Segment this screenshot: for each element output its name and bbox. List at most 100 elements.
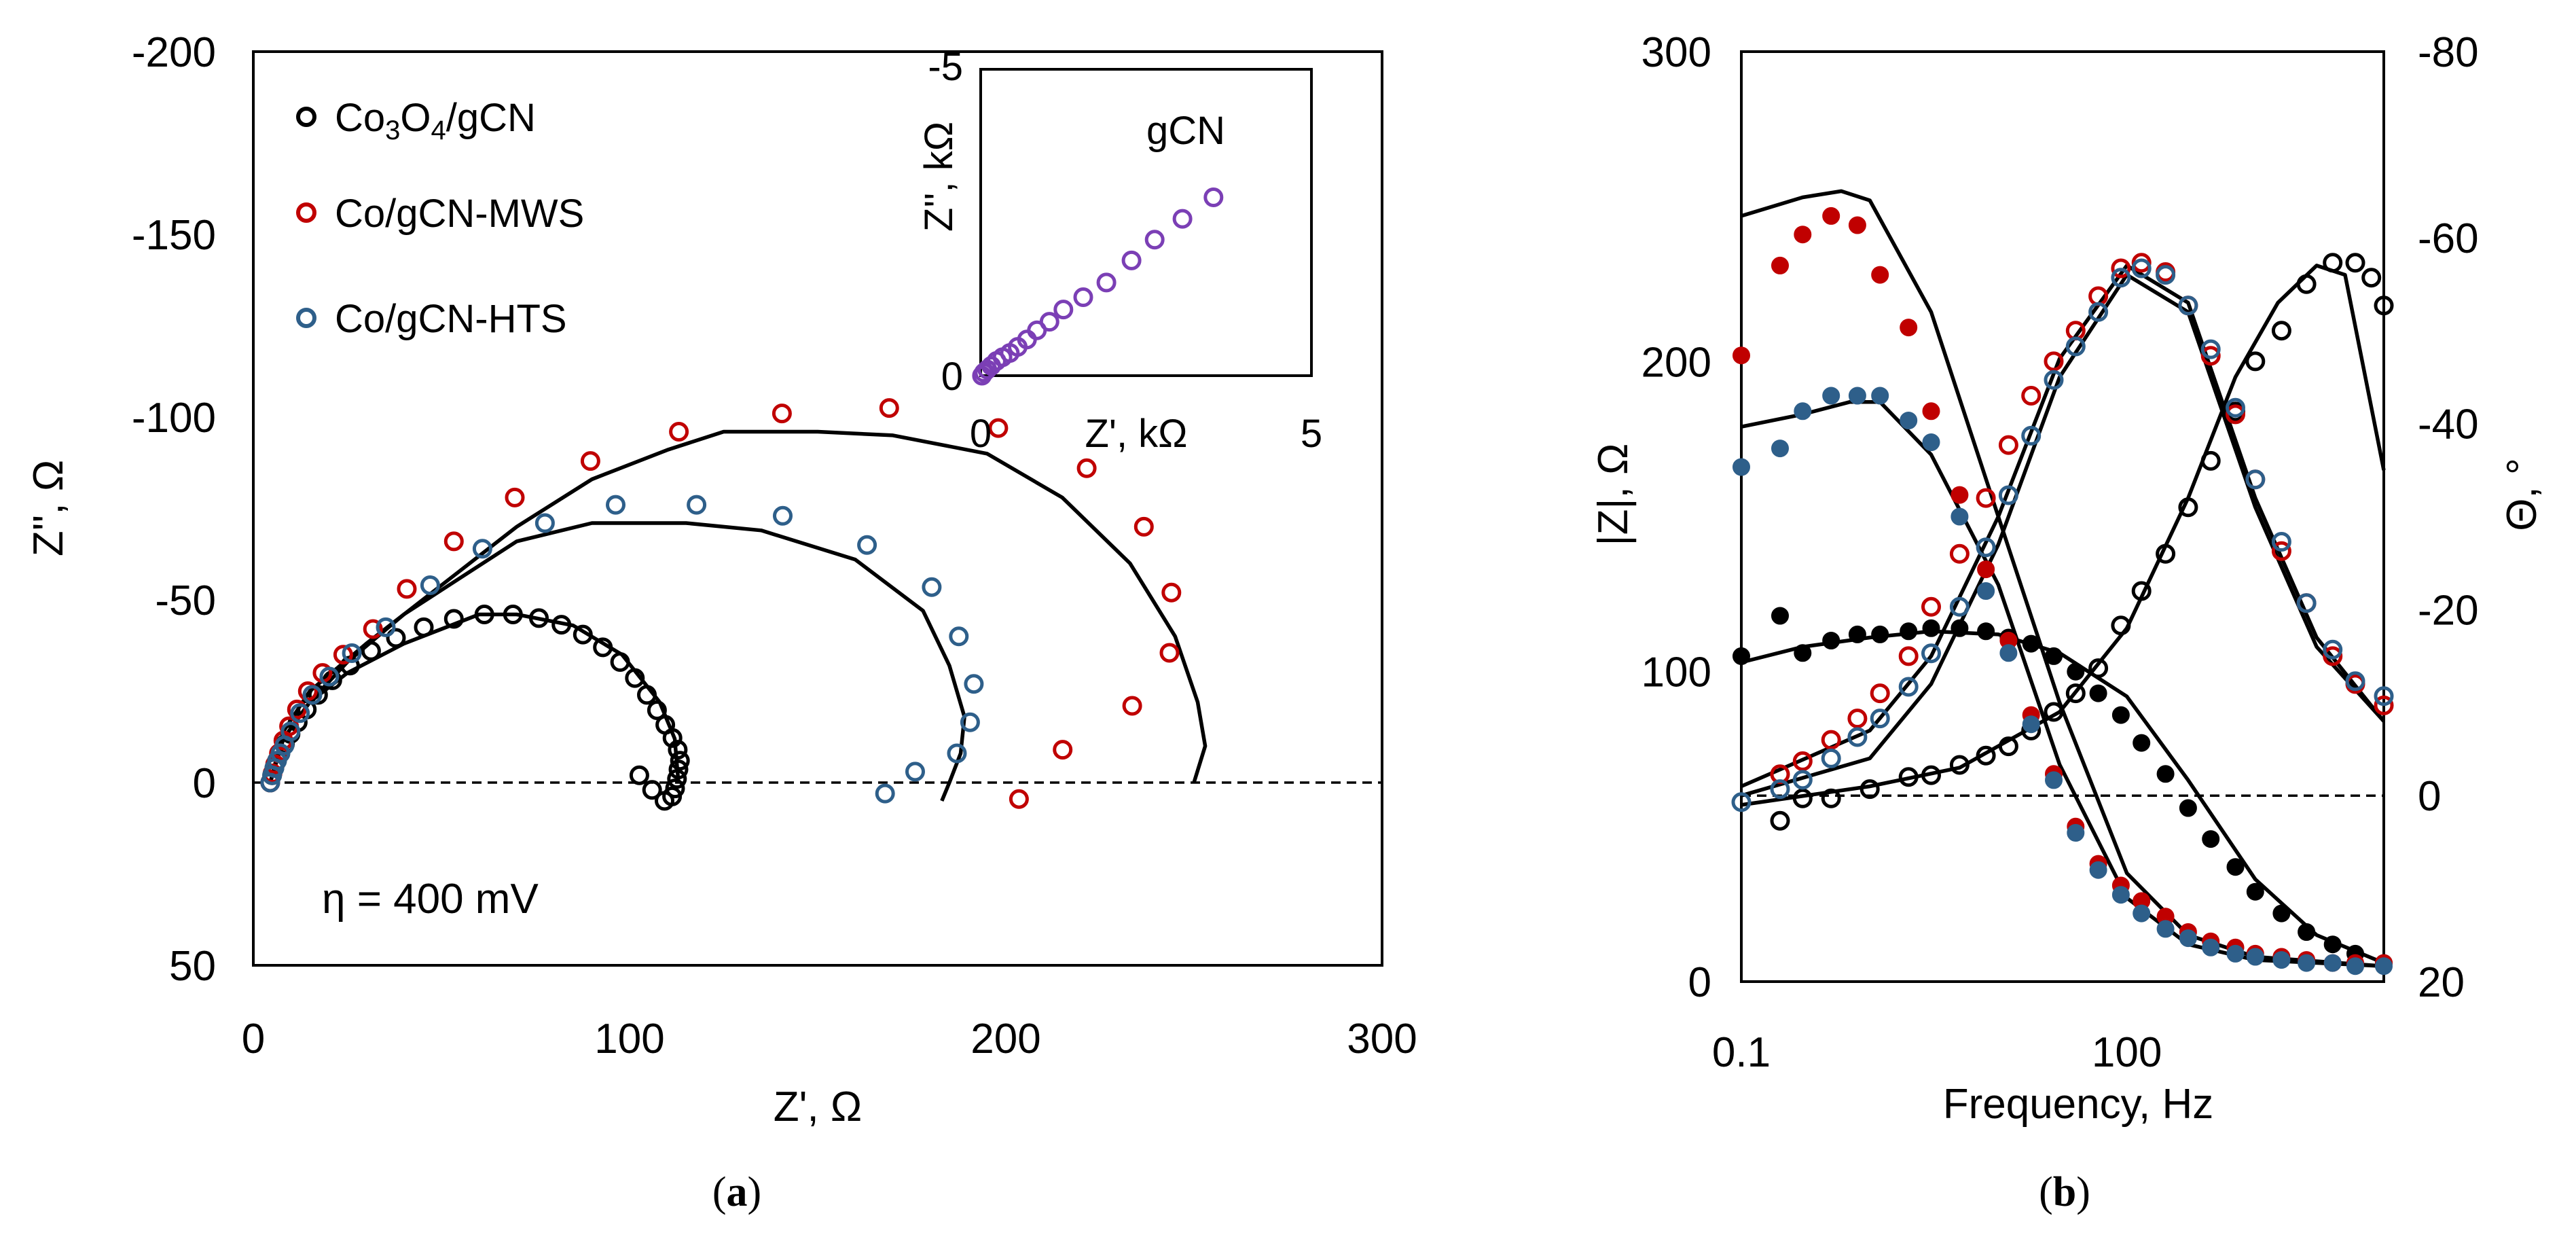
magnitude-point-co3o4-gcn (1794, 644, 1812, 662)
phase-point-co-gcn-hts (2111, 268, 2131, 288)
data-point-co-gcn-mws (580, 451, 600, 471)
data-point-co3o4-gcn (474, 605, 494, 624)
magnitude-point-co-gcn-hts (1733, 458, 1750, 476)
phase-point-co-gcn-hts (2044, 370, 2064, 390)
magnitude-point-co-gcn-mws (1794, 226, 1812, 244)
data-point-co3o4-gcn (573, 624, 593, 645)
phase-point-co3o4-gcn (2111, 615, 2131, 636)
panel-b-x-tick-labels: 0.1 100 (1712, 1029, 2162, 1076)
phase-fit-line-co-gcn-hts (1741, 272, 2386, 798)
magnitude-point-co-gcn-hts (2202, 938, 2220, 956)
data-point-co3o4-gcn (662, 728, 683, 748)
phase-point-co-gcn-hts (2226, 397, 2245, 418)
data-point-co3o4-gcn (625, 668, 645, 688)
inset-y-axis-label: Z'', kΩ (917, 122, 961, 232)
data-point-co3o4-gcn (593, 637, 613, 658)
data-point-co-gcn-mws (879, 398, 899, 418)
magnitude-point-co-gcn-mws (1771, 256, 1789, 274)
data-point-co-gcn-hts (290, 703, 310, 723)
phase-point-co-gcn-hts (1731, 792, 1752, 812)
magnitude-point-co3o4-gcn (1977, 622, 1995, 641)
panel-b-x-axis-label: Frequency, Hz (1943, 1081, 2214, 1128)
magnitude-point-co3o4-gcn (2022, 634, 2040, 653)
panel-b-plot-area (1740, 50, 2385, 983)
phase-point-co-gcn-hts (2345, 671, 2365, 692)
magnitude-point-co-gcn-hts (1900, 412, 1918, 429)
legend-marker-co3o4-gcn (296, 107, 316, 127)
phase-point-co-gcn-hts (2156, 265, 2176, 285)
fit-line-co-gcn-mws (268, 429, 1208, 783)
data-point-co-gcn-hts (947, 743, 967, 764)
phase-point-co-gcn-mws (2111, 258, 2131, 279)
phase-point-co3o4-gcn (1792, 788, 1813, 808)
panel-a-inset-gcn: gCN -5 0 0 5 Z', kΩ Z'', kΩ (917, 45, 1322, 456)
phase-point-co3o4-gcn (1921, 765, 1941, 785)
magnitude-point-co-gcn-hts (1922, 433, 1940, 451)
magnitude-point-co3o4-gcn (1871, 625, 1889, 643)
legend-entry-co-gcn-hts: Co/gCN-HTS (296, 297, 567, 341)
inset-y-tick-label: 0 (941, 355, 963, 399)
data-point-co-gcn-mws (333, 645, 353, 665)
panel-b-right-y-tick-labels: 20 0 -20 -40 -60 -80 (2418, 29, 2479, 1006)
magnitude-point-co3o4-gcn (2179, 799, 2197, 817)
data-point-co-gcn-hts (960, 712, 980, 732)
data-point-co-gcn-hts (302, 685, 323, 705)
x-tick-label: 0.1 (1712, 1029, 1771, 1076)
magnitude-point-co-gcn-hts (1794, 402, 1812, 420)
x-tick-label: 100 (2092, 1029, 2162, 1076)
data-point-co-gcn-mws (1053, 740, 1073, 760)
panel-b-data-points (1731, 207, 2394, 976)
panel-a-fit-lines (268, 429, 1208, 802)
magnitude-point-co-gcn-hts (1871, 387, 1889, 405)
phase-point-co-gcn-hts (2245, 469, 2266, 490)
data-point-co-gcn-mws (505, 487, 525, 507)
y-tick-label: 50 (169, 943, 216, 990)
magnitude-point-co-gcn-hts (1977, 582, 1995, 600)
inset-x-tick-label: 0 (970, 412, 992, 456)
data-point-co-gcn-mws (287, 699, 307, 719)
phase-point-co3o4-gcn (2245, 351, 2266, 372)
data-point-co3o4-gcn (308, 685, 328, 705)
phase-point-co-gcn-hts (2178, 296, 2198, 316)
data-point-co-gcn-hts (534, 513, 555, 533)
phase-point-co3o4-gcn (1821, 788, 1841, 808)
phase-point-co-gcn-hts (1949, 596, 1970, 617)
y-tick-label: 0 (193, 760, 216, 807)
phase-point-co-gcn-hts (2374, 686, 2394, 706)
data-point-co3o4-gcn (667, 769, 687, 789)
phase-point-co-gcn-hts (2200, 339, 2221, 359)
phase-point-co3o4-gcn (1998, 736, 2018, 757)
phase-point-co3o4-gcn (2044, 702, 2064, 722)
data-point-co3o4-gcn (668, 759, 689, 780)
data-point-co3o4-gcn (647, 700, 667, 720)
phase-point-co-gcn-mws (2271, 541, 2291, 561)
phase-point-co-gcn-hts (1847, 727, 1868, 747)
phase-point-co3o4-gcn (2200, 450, 2221, 471)
panel-a-x-axis-label: Z', Ω (774, 1084, 863, 1130)
data-point-co-gcn-mws (363, 619, 383, 639)
data-point-co-gcn-hts (319, 666, 340, 687)
magnitude-point-co-gcn-hts (2298, 954, 2316, 972)
magnitude-point-co-gcn-mws (1871, 266, 1889, 284)
data-point-co-gcn-hts (420, 575, 440, 595)
phase-point-co3o4-gcn (1770, 810, 1790, 831)
data-point-co3o4-gcn (414, 617, 434, 637)
magnitude-point-co-gcn-hts (2272, 951, 2291, 969)
inset-data-point (1053, 300, 1074, 320)
magnitude-point-co-gcn-hts (2246, 948, 2264, 966)
legend-marker-co-gcn-mws (296, 202, 316, 223)
magnitude-point-co3o4-gcn (2111, 706, 2130, 724)
magnitude-point-co3o4-gcn (2089, 684, 2107, 702)
data-point-co3o4-gcn (629, 765, 649, 785)
magnitude-point-co-gcn-hts (2323, 954, 2342, 972)
panel-a-legend: Co3O4/gCN Co/gCN-MWS Co/gCN-HTS (296, 96, 584, 341)
phase-point-co-gcn-hts (2088, 302, 2109, 322)
inset-data-point (1144, 230, 1165, 250)
phase-point-co-gcn-hts (1870, 709, 1890, 729)
data-point-co-gcn-hts (280, 721, 301, 742)
magnitude-point-co3o4-gcn (2226, 858, 2245, 876)
legend-label-co-gcn-hts: Co/gCN-HTS (335, 297, 567, 341)
magnitude-point-co-gcn-hts (1848, 387, 1866, 405)
